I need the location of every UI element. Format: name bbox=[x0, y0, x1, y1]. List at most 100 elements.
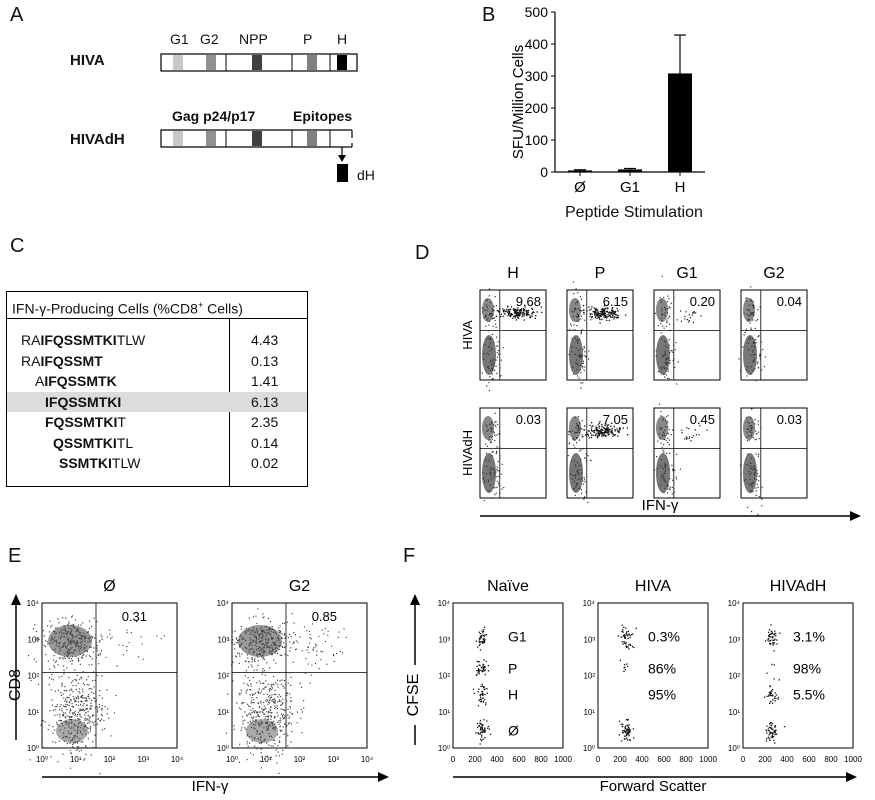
dot bbox=[624, 731, 626, 733]
dot bbox=[59, 729, 61, 731]
dot bbox=[575, 362, 577, 364]
dot bbox=[675, 476, 677, 478]
dot bbox=[745, 328, 747, 330]
dot bbox=[301, 650, 303, 652]
e-xtick: 10² bbox=[104, 755, 116, 764]
dot bbox=[618, 428, 620, 430]
dot bbox=[79, 645, 81, 647]
dot bbox=[282, 702, 284, 704]
dot bbox=[303, 626, 305, 628]
dot bbox=[245, 690, 247, 692]
dot bbox=[266, 711, 268, 713]
dot bbox=[273, 659, 275, 661]
dot bbox=[481, 683, 483, 686]
dot bbox=[654, 312, 656, 314]
dot bbox=[668, 468, 670, 470]
dot bbox=[76, 640, 78, 642]
dot bbox=[58, 622, 60, 624]
dot bbox=[773, 639, 775, 641]
dot bbox=[86, 683, 88, 686]
dot bbox=[263, 727, 265, 729]
dot bbox=[660, 442, 662, 444]
dot bbox=[82, 622, 84, 624]
dot bbox=[478, 661, 480, 663]
dot bbox=[486, 319, 488, 321]
dot bbox=[276, 704, 278, 707]
dot bbox=[70, 630, 72, 632]
dot bbox=[85, 671, 88, 674]
dot bbox=[487, 366, 489, 368]
dot bbox=[271, 687, 273, 689]
dot bbox=[59, 714, 61, 716]
f-ytick: 10⁴ bbox=[438, 599, 451, 608]
dot bbox=[633, 737, 635, 739]
dot bbox=[500, 313, 502, 315]
dot bbox=[484, 344, 486, 346]
dot bbox=[66, 709, 68, 711]
dot bbox=[603, 427, 605, 429]
dot bbox=[627, 630, 630, 633]
dot bbox=[493, 358, 495, 360]
dot bbox=[501, 488, 503, 490]
dot bbox=[89, 716, 91, 718]
dot bbox=[498, 484, 500, 486]
dot bbox=[71, 624, 73, 626]
dot bbox=[623, 670, 625, 672]
dot bbox=[265, 635, 267, 637]
dot bbox=[275, 706, 277, 709]
dot bbox=[122, 644, 124, 646]
dot bbox=[628, 739, 631, 741]
dot bbox=[83, 654, 85, 656]
dot bbox=[285, 643, 287, 645]
dot bbox=[629, 731, 631, 733]
dot bbox=[743, 334, 745, 336]
dot bbox=[232, 642, 234, 644]
dot bbox=[628, 733, 630, 735]
dot bbox=[61, 723, 63, 725]
dot bbox=[578, 432, 580, 434]
dot bbox=[37, 640, 39, 642]
dot bbox=[524, 306, 526, 308]
dot bbox=[485, 325, 487, 327]
dot bbox=[81, 677, 83, 679]
dot bbox=[278, 645, 280, 647]
e-ytick: 10⁰ bbox=[27, 744, 39, 753]
dot bbox=[577, 424, 579, 426]
dot bbox=[750, 429, 752, 431]
peptide-sequence: SSMTKITLW bbox=[59, 455, 141, 471]
dot bbox=[568, 443, 570, 445]
dot bbox=[498, 349, 500, 352]
dot bbox=[258, 706, 261, 708]
dot bbox=[490, 474, 492, 477]
dot bbox=[227, 693, 229, 695]
dot bbox=[86, 650, 88, 652]
dot bbox=[68, 650, 70, 652]
dot bbox=[588, 430, 590, 432]
dot bbox=[262, 649, 264, 651]
dot bbox=[608, 429, 610, 431]
dot bbox=[658, 433, 660, 435]
dot bbox=[258, 648, 260, 650]
dot bbox=[619, 428, 621, 430]
dot bbox=[624, 725, 627, 727]
dot bbox=[308, 651, 310, 653]
dot bbox=[764, 356, 767, 358]
dot bbox=[765, 740, 768, 742]
dot bbox=[764, 640, 767, 642]
dot bbox=[493, 476, 495, 478]
dot bbox=[85, 637, 87, 639]
dot bbox=[487, 309, 489, 311]
dot bbox=[96, 711, 98, 713]
dot bbox=[261, 707, 263, 710]
dot bbox=[752, 319, 754, 321]
dot bbox=[101, 729, 103, 731]
dot bbox=[250, 632, 252, 634]
dot bbox=[695, 434, 697, 436]
dot bbox=[239, 694, 241, 696]
dot bbox=[618, 734, 620, 736]
dot bbox=[291, 713, 293, 715]
dot bbox=[476, 722, 479, 725]
dot bbox=[612, 311, 614, 313]
dot bbox=[485, 634, 488, 636]
